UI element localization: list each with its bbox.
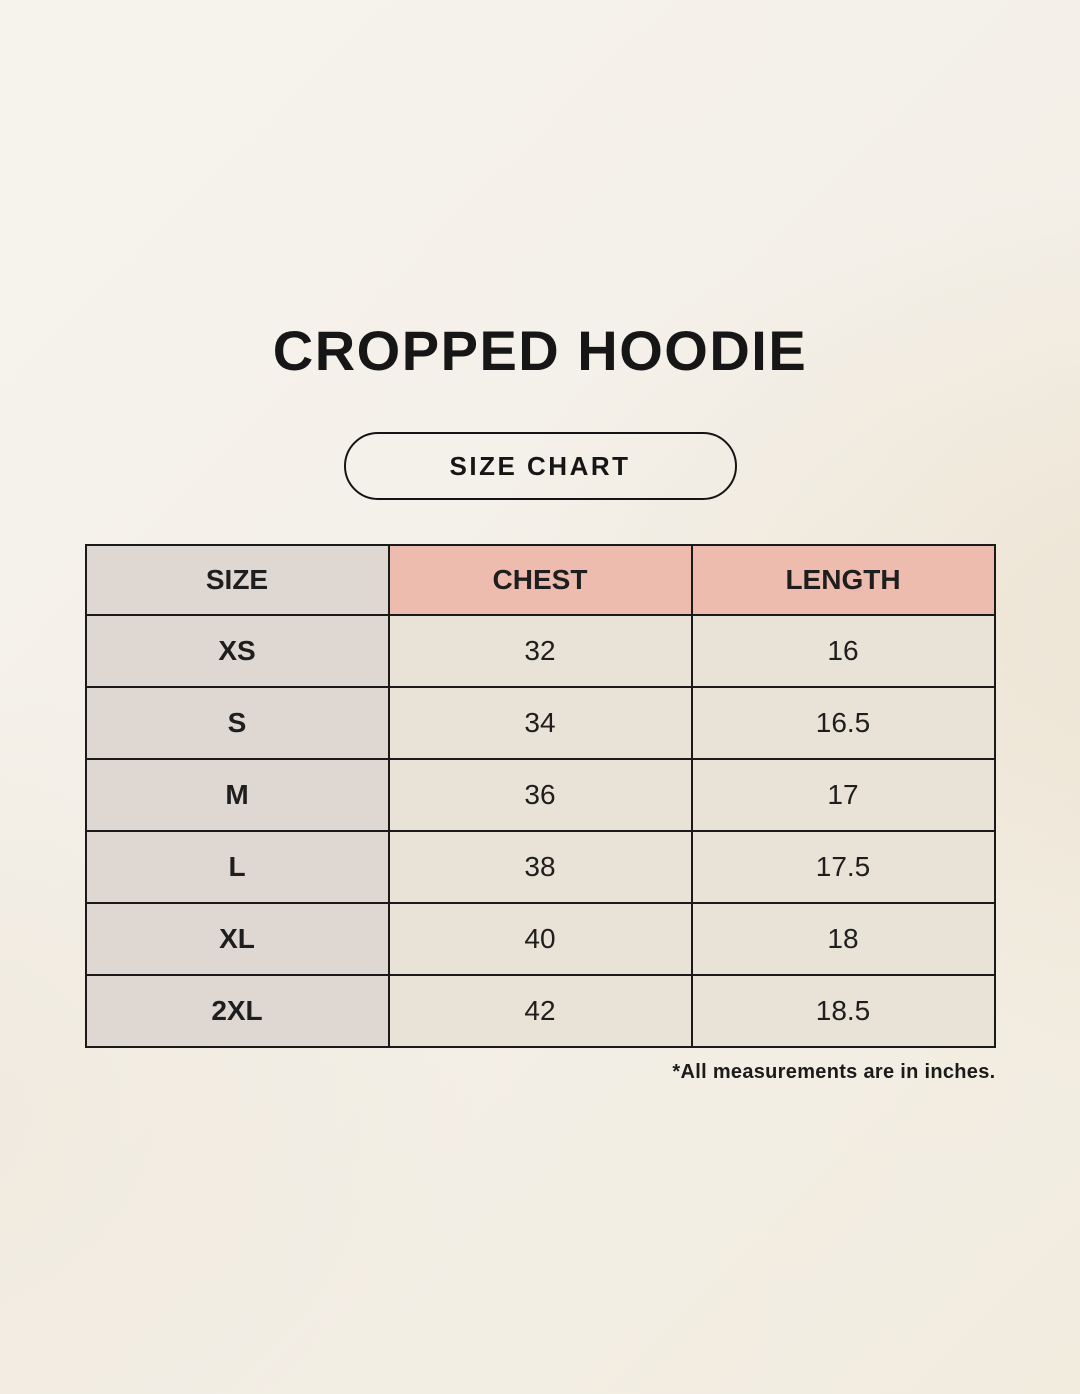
length-cell: 17.5 <box>690 830 996 904</box>
table-row: 2XL 42 18.5 <box>84 974 996 1048</box>
chest-cell: 40 <box>387 902 693 976</box>
header-row: SIZE CHEST LENGTH <box>84 544 996 616</box>
measurements-footnote: *All measurements are in inches. <box>672 1061 996 1083</box>
size-cell: S <box>84 686 390 760</box>
chest-cell: 32 <box>387 614 693 688</box>
size-chart-button[interactable]: SIZE CHART <box>343 432 737 500</box>
page-title: CROPPED HOODIE <box>272 319 808 382</box>
length-cell: 17 <box>690 758 996 832</box>
table-row: M 36 17 <box>84 758 996 832</box>
size-chart-table: SIZE CHEST LENGTH XS 32 16 S 34 16.5 M 36 17 L 38 1… <box>84 544 996 1048</box>
table-row: L 38 17.5 <box>84 830 996 904</box>
length-cell: 16 <box>690 614 996 688</box>
size-cell: XS <box>84 614 390 688</box>
size-cell: M <box>84 758 390 832</box>
chest-cell: 36 <box>387 758 693 832</box>
length-cell: 16.5 <box>690 686 996 760</box>
size-cell: 2XL <box>84 974 390 1048</box>
column-header-size: SIZE <box>84 544 390 616</box>
column-header-length: LENGTH <box>690 544 996 616</box>
chest-cell: 42 <box>387 974 693 1048</box>
column-header-chest: CHEST <box>387 544 693 616</box>
size-cell: L <box>84 830 390 904</box>
size-chart-table-container: SIZE CHEST LENGTH XS 32 16 S 34 16.5 M 36 17 L 38 1… <box>84 544 996 1048</box>
length-cell: 18.5 <box>690 974 996 1048</box>
size-cell: XL <box>84 902 390 976</box>
table-row: XL 40 18 <box>84 902 996 976</box>
table-row: XS 32 16 <box>84 614 996 688</box>
size-chart-button-label: SIZE CHART <box>449 450 631 481</box>
chest-cell: 38 <box>387 830 693 904</box>
chest-cell: 34 <box>387 686 693 760</box>
length-cell: 18 <box>690 902 996 976</box>
table-row: S 34 16.5 <box>84 686 996 760</box>
